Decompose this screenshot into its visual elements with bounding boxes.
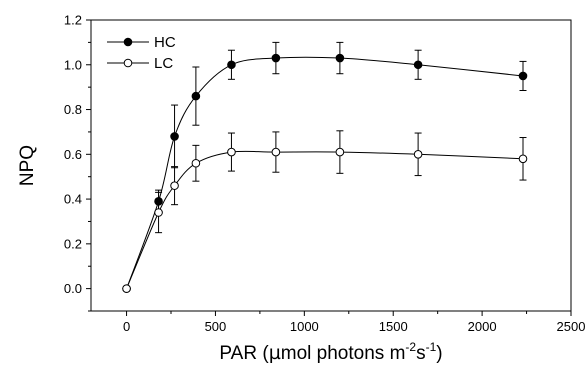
series-layer (122, 41, 528, 293)
x-tick-label: 500 (205, 319, 227, 334)
legend-label: HC (154, 34, 176, 51)
y-tick-label: 0.2 (64, 236, 82, 251)
y-tick-label: 0.0 (64, 281, 82, 296)
y-tick-label: 0.8 (64, 102, 82, 117)
legend-marker (123, 58, 133, 68)
x-axis-label-exponent-1: -2 (405, 340, 416, 354)
legend-marker (123, 37, 133, 47)
x-tick-label: 1000 (290, 319, 319, 334)
data-point (271, 147, 281, 157)
x-axis-label-main: mol photons m (281, 343, 406, 364)
y-tick-label: 0.6 (64, 147, 82, 162)
series-lc (122, 130, 528, 293)
x-tick-label: 2000 (468, 319, 497, 334)
x-axis-label: PAR (µmol photons m-2s-1) (219, 340, 442, 364)
data-point (122, 284, 131, 293)
y-axis-label: NPQ (17, 145, 38, 186)
data-point (154, 208, 163, 217)
x-tick-label: 2500 (557, 319, 586, 334)
x-axis-label-mid: s (416, 343, 426, 364)
x-axis-ticks: 0 500 1000 1500 2000 2500 (123, 311, 586, 334)
plot-frame (90, 19, 572, 312)
x-axis-label-mu: µ (269, 342, 281, 364)
data-point (335, 53, 345, 63)
x-tick-label: 0 (123, 319, 130, 334)
legend: HC LC (107, 34, 176, 72)
data-point (335, 147, 345, 157)
axes: 0 500 1000 1500 2000 2500 0.0 0.2 0.4 0.6 0.8 1.0 1… (64, 13, 586, 335)
legend-item-hc: HC (107, 34, 176, 51)
data-point (413, 60, 423, 70)
x-tick-label: 1500 (379, 319, 408, 334)
y-tick-label: 0.4 (64, 192, 82, 207)
data-point (518, 71, 528, 81)
data-point (518, 154, 528, 164)
y-tick-label: 1.2 (64, 13, 82, 28)
y-tick-label: 1.0 (64, 57, 82, 72)
legend-item-lc: LC (107, 55, 173, 72)
series-hc (122, 41, 528, 293)
data-point (227, 147, 236, 157)
legend-label: LC (154, 55, 173, 72)
data-point (191, 158, 201, 168)
data-point (227, 60, 236, 70)
x-axis-label-prefix: PAR ( (219, 343, 269, 364)
data-point (191, 91, 201, 101)
data-point (170, 132, 179, 141)
y-axis-ticks: 0.0 0.2 0.4 0.6 0.8 1.0 1.2 (64, 13, 91, 312)
data-point (170, 181, 179, 190)
x-axis-label-suffix: ) (436, 343, 442, 364)
data-point (271, 53, 281, 63)
data-point (413, 150, 423, 159)
x-axis-label-exponent-2: -1 (426, 340, 437, 354)
